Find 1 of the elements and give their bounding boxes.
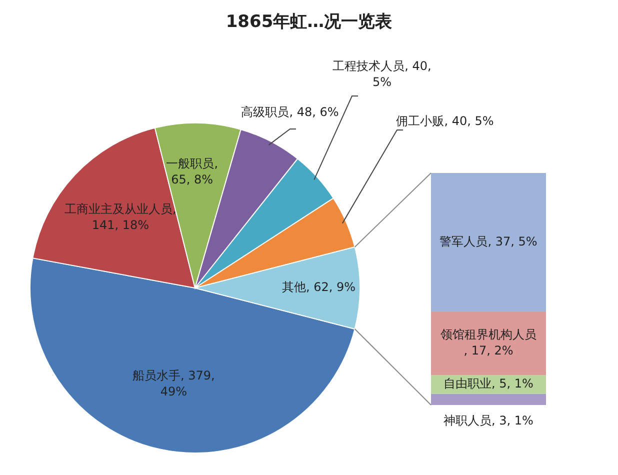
chart-title: 1865年虹…况一览表: [226, 12, 394, 32]
